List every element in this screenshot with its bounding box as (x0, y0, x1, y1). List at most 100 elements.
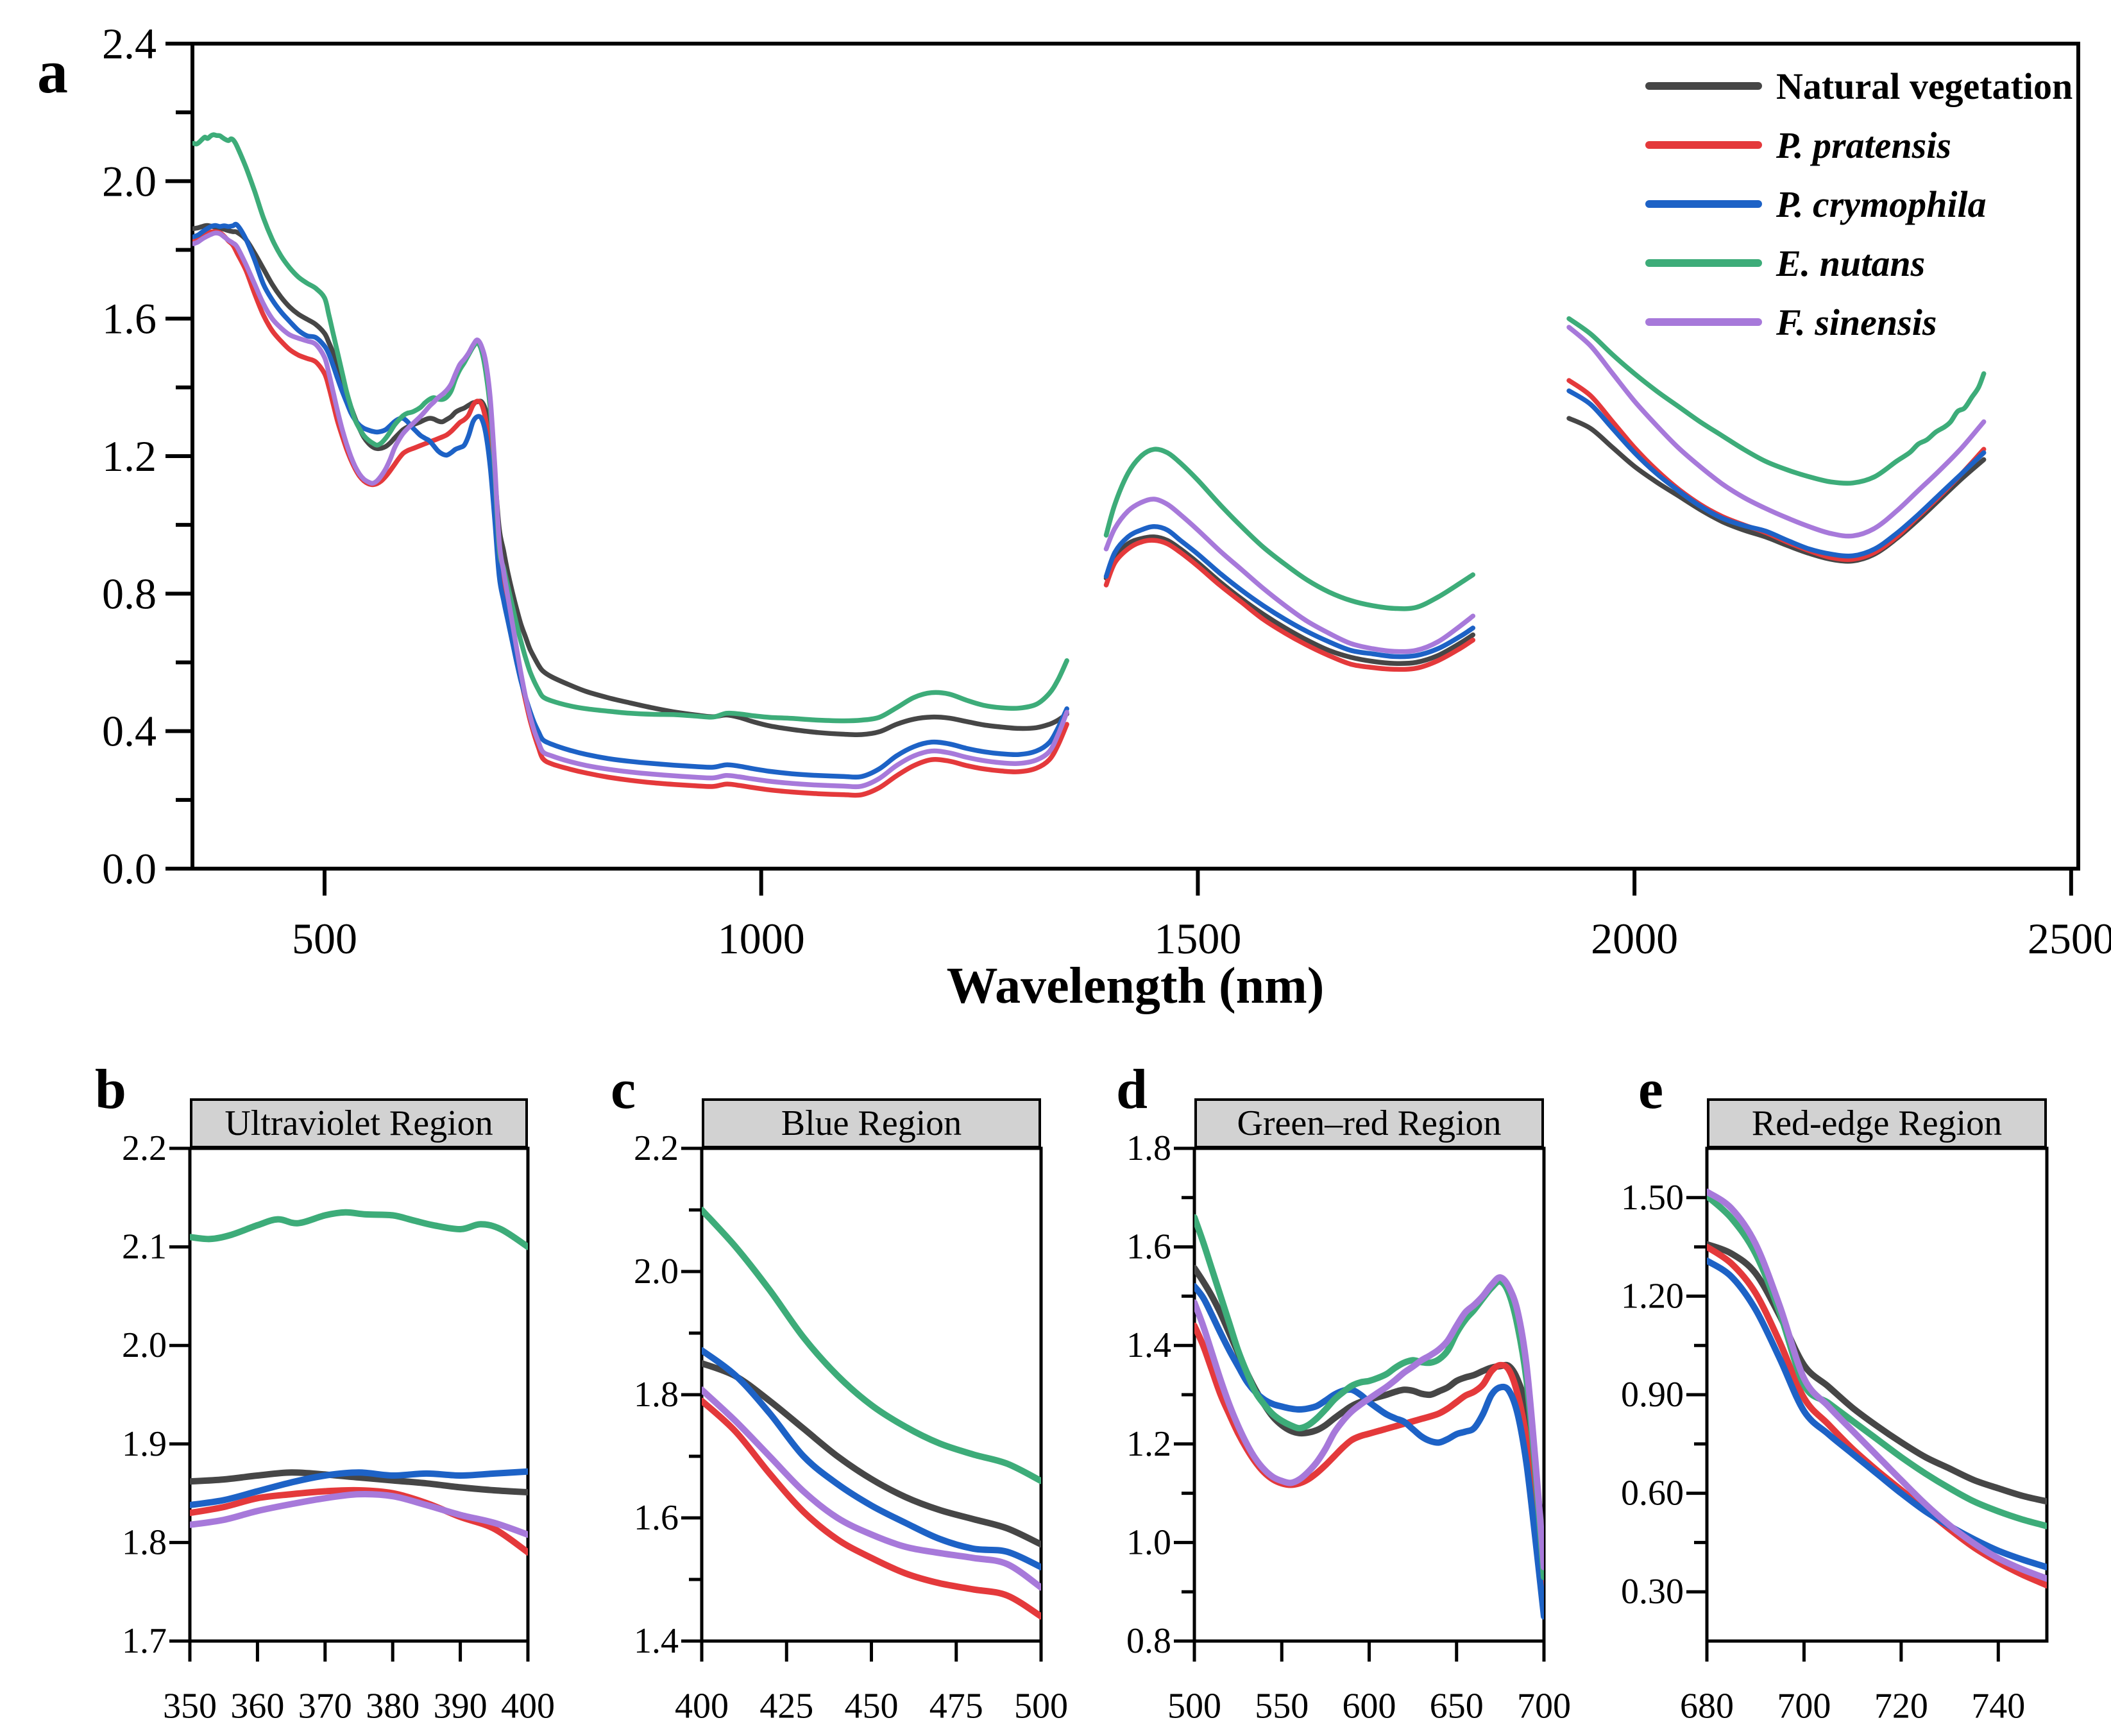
y-tick-label: 1.50 (1621, 1178, 1684, 1218)
legend-line-swatch (1645, 318, 1762, 326)
x-tick-label: 450 (845, 1687, 899, 1726)
curve-e-nutans-panel-b-seg0 (190, 1209, 528, 1250)
curve-f-sinensis-panel-b-seg0 (190, 1490, 528, 1538)
curve-natural-vegetation-panel-b-seg0 (190, 1469, 528, 1496)
curve-p-crymophila-panel-a-seg0 (192, 221, 1069, 780)
curve-p-pratensis-panel-a-seg1 (1103, 538, 1476, 672)
curve-e-nutans-panel-e-seg0 (1707, 1193, 2047, 1529)
x-tick-label: 400 (501, 1687, 555, 1726)
y-tick-label: 0.8 (1126, 1621, 1171, 1661)
panel-e-plot: 0.30 0.60 0.90 1.20 1.50 680 700 720 740 (1621, 1146, 2049, 1726)
curve-f-sinensis-panel-e-seg0 (1707, 1188, 2047, 1582)
y-tick-label: 1.6 (634, 1498, 679, 1538)
x-tick-label: 2000 (1591, 914, 1678, 963)
y-tick-label: 2.2 (634, 1128, 679, 1168)
curve-f-sinensis-panel-a-seg1 (1103, 497, 1476, 654)
curve-natural-vegetation-panel-c-seg0 (702, 1360, 1041, 1548)
legend-item-3: E. nutans (1645, 234, 2073, 293)
legend-label: P. crymophila (1776, 183, 1987, 225)
curve-f-sinensis-panel-a-seg2 (1566, 325, 1987, 539)
x-tick-label: 1500 (1154, 914, 1241, 963)
legend-label: Natural vegetation (1776, 65, 2073, 107)
y-tick-label: 1.6 (102, 294, 157, 343)
panel-d-curves (1194, 1214, 1544, 1620)
x-tick-label: 350 (163, 1687, 217, 1726)
panel-a-plot: 0.0 0.4 0.8 1.2 1.6 2.0 2.4 500 1000 1500 2000 2500 (102, 19, 2111, 963)
panel-d-letter: d (1116, 1059, 1148, 1121)
x-tick-label: 740 (1971, 1687, 2025, 1726)
panel-c-plot: 1.4 1.6 1.8 2.0 2.2 400 425 450 475 500 (634, 1128, 1068, 1726)
curve-p-crymophila-panel-b-seg0 (190, 1468, 528, 1508)
curve-p-crymophila-panel-a-seg1 (1103, 524, 1476, 660)
x-tick-label: 600 (1343, 1687, 1396, 1726)
curve-p-pratensis-panel-a-seg0 (192, 229, 1069, 798)
panel-c-letter: c (611, 1059, 636, 1121)
panel-e-frame (1705, 1146, 2049, 1643)
curve-natural-vegetation-panel-a-seg0 (192, 223, 1069, 738)
y-tick-label: 0.8 (102, 569, 157, 618)
y-tick-label: 2.0 (102, 157, 157, 205)
x-tick-label: 650 (1430, 1687, 1484, 1726)
y-tick-label: 1.4 (1126, 1325, 1171, 1365)
x-tick-label: 720 (1874, 1687, 1928, 1726)
x-tick-label: 1000 (718, 914, 805, 963)
y-tick-label: 0.4 (102, 707, 157, 756)
curve-natural-vegetation-panel-d-seg0 (1194, 1264, 1544, 1551)
curve-p-pratensis-panel-e-seg0 (1707, 1243, 2047, 1588)
x-tick-label: 425 (759, 1687, 813, 1726)
panel-e-curves (1707, 1188, 2047, 1588)
panel-b-letter: b (95, 1059, 126, 1121)
curve-p-pratensis-panel-a-seg2 (1566, 378, 1987, 562)
y-tick-label: 1.7 (122, 1621, 167, 1661)
y-tick-label: 1.6 (1126, 1227, 1171, 1267)
legend-label: F. sinensis (1776, 301, 1937, 343)
x-tick-label: 500 (1167, 1687, 1221, 1726)
curve-p-crymophila-panel-e-seg0 (1707, 1257, 2047, 1570)
y-tick-label: 2.4 (102, 19, 157, 68)
x-tick-label: 700 (1777, 1687, 1831, 1726)
region-title-blue: Blue Region (702, 1098, 1041, 1148)
legend-item-4: F. sinensis (1645, 293, 2073, 352)
legend: Natural vegetation P. pratensis P. crymoph… (1645, 56, 2073, 352)
y-tick-label: 2.2 (122, 1128, 167, 1168)
panel-e-letter: e (1638, 1059, 1664, 1121)
y-tick-label: 0.60 (1621, 1474, 1684, 1513)
x-axis-title: Wavelength (nm) (946, 958, 1325, 1014)
x-tick-label: 550 (1255, 1687, 1309, 1726)
y-tick-label: 2.0 (634, 1252, 679, 1291)
curve-e-nutans-panel-a-seg1 (1103, 447, 1476, 611)
panel-a-curves (192, 132, 1987, 798)
legend-item-1: P. pratensis (1645, 115, 2073, 174)
curve-p-pratensis-panel-c-seg0 (702, 1397, 1041, 1620)
legend-line-swatch (1645, 141, 1762, 149)
panel-b-frame (188, 1146, 530, 1643)
y-tick-label: 1.8 (634, 1375, 679, 1415)
legend-line-swatch (1645, 259, 1762, 267)
panel-c-curves (702, 1207, 1041, 1620)
y-tick-label: 0.0 (102, 844, 157, 893)
y-tick-label: 1.2 (102, 432, 157, 481)
curve-p-crymophila-panel-a-seg2 (1566, 388, 1987, 559)
region-title-green-red: Green–red Region (1194, 1098, 1544, 1148)
curve-e-nutans-panel-a-seg2 (1566, 316, 1987, 486)
x-tick-label: 370 (298, 1687, 352, 1726)
x-tick-label: 475 (929, 1687, 983, 1726)
panel-b-plot: 1.7 1.8 1.9 2.0 2.1 2.2 350 360 370 380 390 400 (122, 1128, 555, 1726)
legend-line-swatch (1645, 82, 1762, 90)
curve-p-crymophila-panel-c-seg0 (702, 1347, 1041, 1570)
y-tick-label: 2.0 (122, 1325, 167, 1365)
x-tick-label: 680 (1680, 1687, 1734, 1726)
curve-natural-vegetation-panel-e-seg0 (1707, 1241, 2047, 1505)
curve-natural-vegetation-panel-a-seg1 (1103, 534, 1476, 667)
legend-item-2: P. crymophila (1645, 174, 2073, 234)
y-tick-label: 1.4 (634, 1621, 679, 1661)
y-tick-label: 0.30 (1621, 1572, 1684, 1612)
y-tick-label: 1.8 (122, 1522, 167, 1562)
x-tick-label: 400 (675, 1687, 729, 1726)
y-tick-label: 1.20 (1621, 1276, 1684, 1316)
curve-e-nutans-panel-c-seg0 (702, 1207, 1041, 1485)
y-tick-label: 1.9 (122, 1424, 167, 1464)
x-tick-label: 390 (434, 1687, 487, 1726)
